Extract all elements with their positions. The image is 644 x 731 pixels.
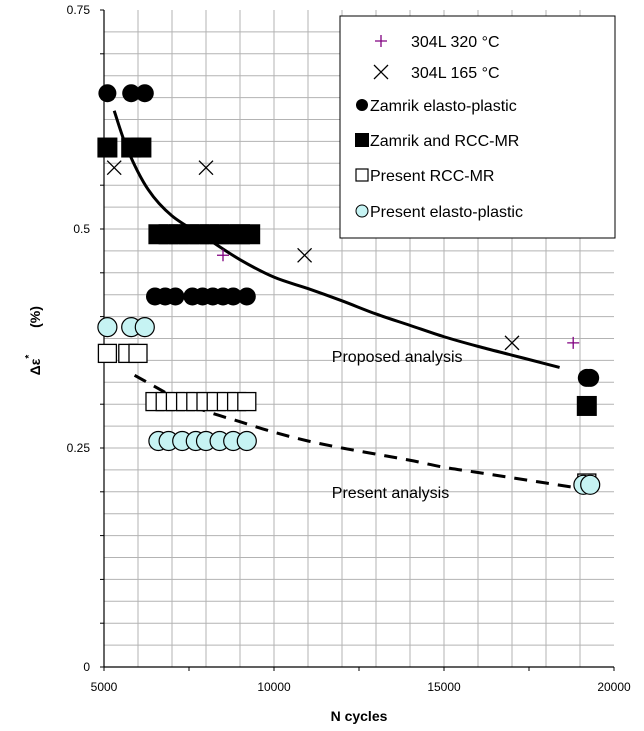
y-axis-title: Δε* (%) xyxy=(24,306,43,375)
point-zamrik-and-rcc-mr xyxy=(240,224,261,245)
y-tick-label: 0.25 xyxy=(67,441,91,455)
point-304l-320-c xyxy=(567,336,580,349)
point-zamrik-and-rcc-mr xyxy=(576,395,597,416)
filled-square-shape xyxy=(97,137,118,158)
x-tick-label: 5000 xyxy=(91,680,118,694)
x-marker-shape xyxy=(373,64,389,80)
point-present-rcc-mr xyxy=(237,391,257,412)
y-axis-title-unit: (%) xyxy=(27,306,43,328)
y-axis-title-symbol: Δε xyxy=(27,358,43,375)
proposed-analysis-label: Proposed analysis xyxy=(332,349,463,366)
point-present-elasto-plastic xyxy=(97,317,118,338)
x-marker-shape xyxy=(297,247,313,263)
point-304l-165-c xyxy=(297,247,313,263)
legend-marker-zamrik-and-rcc-mr xyxy=(355,133,369,147)
point-304l-165-c xyxy=(106,160,122,176)
point-zamrik-and-rcc-mr xyxy=(131,137,152,158)
legend-label: Zamrik elasto-plastic xyxy=(370,98,517,115)
filled-circle-shape xyxy=(224,287,243,306)
point-zamrik-elasto-plastic xyxy=(122,84,141,103)
legend-label: 304L 320 °C xyxy=(411,34,500,51)
filled-circle-shape xyxy=(135,84,154,103)
cyan-circle-shape xyxy=(134,317,155,338)
point-304l-165-c xyxy=(504,335,520,351)
open-square-shape xyxy=(128,343,148,364)
x-marker-shape xyxy=(198,160,214,176)
x-marker-shape xyxy=(504,335,520,351)
cyan-circle-shape xyxy=(97,317,118,338)
legend-label: 304L 165 °C xyxy=(411,65,500,82)
x-marker-shape xyxy=(106,160,122,176)
legend-label: Zamrik and RCC-MR xyxy=(370,133,519,150)
point-zamrik-elasto-plastic xyxy=(166,287,185,306)
present-analysis-label: Present analysis xyxy=(332,485,449,502)
x-axis-title: N cycles xyxy=(331,708,388,724)
y-tick-label: 0.5 xyxy=(73,222,90,236)
legend-label: Present elasto-plastic xyxy=(370,204,523,221)
legend-label: Present RCC-MR xyxy=(370,168,494,185)
plus-marker-shape xyxy=(217,249,229,262)
legend-item-zamrik-elasto-plastic: Zamrik elasto-plastic xyxy=(356,98,517,115)
open-square-shape xyxy=(237,391,257,412)
present-analysis-curve xyxy=(133,373,581,490)
filled-square-shape xyxy=(240,224,261,245)
point-present-elasto-plastic xyxy=(236,430,257,452)
point-304l-320-c xyxy=(217,249,229,262)
legend-item-304l-320-c: 304L 320 °C xyxy=(375,34,500,51)
curves xyxy=(112,110,581,490)
x-tick-label: 20000 xyxy=(597,680,631,694)
legend-item-present-rcc-mr: Present RCC-MR xyxy=(355,168,494,185)
filled-circle-shape xyxy=(581,368,600,387)
axes: 5000 10000 15000 20000 0 0.25 0.5 0.75 xyxy=(67,3,631,694)
point-zamrik-elasto-plastic xyxy=(135,84,154,103)
legend-marker-zamrik-elasto-plastic xyxy=(356,99,368,111)
plus-marker-shape xyxy=(567,336,580,349)
legend-marker-present-rcc-mr xyxy=(355,168,369,182)
point-zamrik-elasto-plastic xyxy=(237,287,256,306)
filled-circle-shape xyxy=(122,84,141,103)
y-tick-label: 0 xyxy=(83,660,90,674)
point-present-elasto-plastic xyxy=(580,474,601,495)
point-zamrik-elasto-plastic xyxy=(224,287,243,306)
y-tick-label: 0.75 xyxy=(67,3,91,17)
x-tick-label: 15000 xyxy=(427,680,461,694)
legend-marker-304l-165-c xyxy=(373,64,389,80)
filled-square-shape xyxy=(131,137,152,158)
legend-box xyxy=(339,15,616,239)
svg-text:Δε*: Δε* xyxy=(24,355,43,376)
open-square-shape xyxy=(97,343,118,364)
filled-square-shape xyxy=(576,395,597,416)
legend-item-present-elasto-plastic: Present elasto-plastic xyxy=(355,204,523,221)
point-zamrik-elasto-plastic xyxy=(581,368,600,387)
cyan-circle-shape xyxy=(580,474,601,495)
point-present-elasto-plastic xyxy=(134,317,155,338)
point-zamrik-and-rcc-mr xyxy=(97,137,118,158)
data-points xyxy=(97,84,601,495)
legend: 304L 320 °C 304L 165 °C Zamrik elasto-plas… xyxy=(339,15,616,239)
x-tick-label: 10000 xyxy=(257,680,291,694)
point-304l-165-c xyxy=(198,160,214,176)
annotations: Proposed analysis Present analysis xyxy=(332,349,463,502)
proposed-analysis-curve xyxy=(112,110,560,369)
filled-circle-shape xyxy=(237,287,256,306)
legend-marker-present-elasto-plastic xyxy=(355,204,369,218)
point-present-rcc-mr xyxy=(128,343,148,364)
filled-circle-shape xyxy=(166,287,185,306)
point-zamrik-elasto-plastic xyxy=(98,84,117,103)
cyan-circle-shape xyxy=(236,430,257,452)
y-axis-title-superscript: * xyxy=(24,355,35,359)
legend-item-304l-165-c: 304L 165 °C xyxy=(373,64,500,82)
legend-item-zamrik-and-rcc-mr: Zamrik and RCC-MR xyxy=(355,133,519,150)
legend-marker-304l-320-c xyxy=(375,35,387,47)
filled-circle-shape xyxy=(98,84,117,103)
point-present-rcc-mr xyxy=(97,343,118,364)
plus-marker-shape xyxy=(375,35,387,47)
